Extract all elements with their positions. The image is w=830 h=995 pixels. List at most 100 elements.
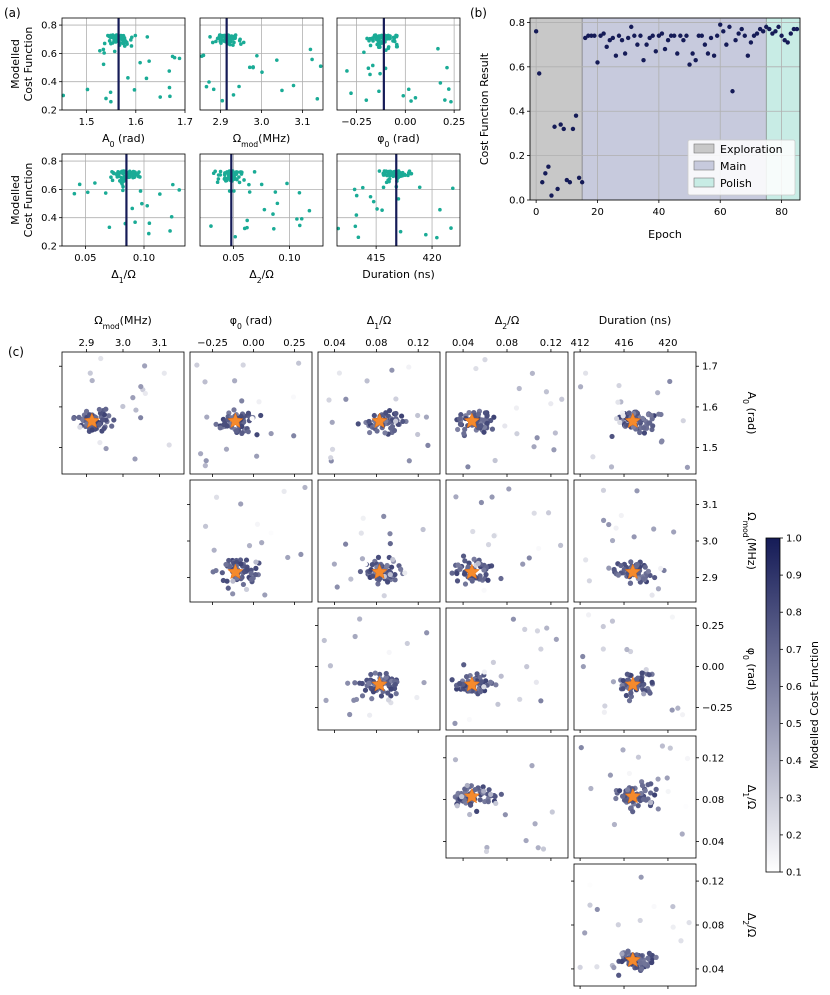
sample-point — [329, 419, 335, 425]
x-tick-label: 0.04 — [323, 338, 345, 349]
sample-point — [619, 958, 625, 965]
sample-point — [380, 688, 386, 694]
sample-point — [249, 415, 255, 422]
sample-point — [103, 406, 109, 412]
sample-point — [670, 903, 676, 910]
scan-point — [167, 69, 172, 73]
sample-point — [461, 662, 467, 668]
epoch-point — [696, 33, 701, 38]
sample-point — [646, 672, 652, 678]
sample-point — [202, 379, 208, 385]
scan-point — [362, 50, 366, 55]
sample-point — [197, 451, 204, 457]
scan-point — [223, 176, 227, 180]
sample-point — [484, 844, 490, 851]
sample-point — [684, 755, 691, 762]
sample-point — [336, 370, 342, 376]
scan-point — [110, 169, 114, 174]
sample-point — [96, 406, 102, 413]
sample-point — [653, 786, 659, 792]
sample-point — [600, 646, 606, 652]
sample-point — [483, 848, 490, 855]
scan-point — [226, 34, 231, 39]
scan-point — [177, 56, 182, 61]
sample-point — [577, 964, 583, 970]
x-axis-label: Δ2/Ω — [249, 268, 274, 285]
epoch-point — [595, 60, 600, 65]
sample-point — [481, 567, 487, 573]
scan-subplot-3: 0.05 0.10 Δ1/Ω 0.2 0.4 0.6 0.8 Modelled Cost Fun… — [9, 153, 186, 285]
sample-point — [616, 382, 622, 389]
sample-point — [321, 637, 327, 644]
sample-point — [385, 579, 391, 585]
sample-point — [538, 698, 544, 704]
scan-subplot-5: 415 420 Duration (ns) — [336, 153, 461, 281]
colorbar-label: Modelled Cost Function — [808, 641, 821, 769]
sample-point — [553, 636, 559, 642]
scan-point — [118, 179, 122, 183]
scan-point — [230, 36, 234, 41]
colorbar-tick-label: 0.4 — [786, 756, 802, 767]
sample-point — [484, 413, 490, 419]
sample-point — [529, 763, 535, 769]
sample-point — [371, 412, 377, 419]
sample-point — [481, 684, 487, 690]
scan-point — [245, 218, 249, 223]
sample-point — [326, 397, 332, 403]
sample-point — [646, 688, 652, 695]
y-axis-label: Ωmod(MHz) — [742, 512, 759, 570]
epoch-point — [681, 37, 686, 43]
colorbar-tick-label: 0.8 — [786, 608, 802, 619]
scan-point — [354, 193, 359, 198]
epoch-point — [779, 33, 784, 38]
legend-label: Polish — [720, 177, 752, 190]
epoch-point — [653, 49, 658, 54]
sample-point — [369, 562, 375, 568]
y-tick-label: 0.12 — [702, 877, 724, 888]
epoch-point — [773, 29, 778, 34]
x-tick-label: 40 — [652, 207, 665, 218]
axes-frame — [199, 153, 324, 247]
epoch-point — [699, 33, 705, 38]
sample-point — [244, 567, 250, 573]
sample-point — [254, 453, 260, 459]
sample-point — [626, 698, 633, 704]
scan-point — [345, 69, 349, 73]
epoch-point — [760, 29, 766, 34]
scan-point — [120, 177, 125, 181]
scan-point — [297, 190, 302, 195]
x-axis-label: Ωmod(MHz) — [94, 314, 152, 331]
sample-point — [634, 964, 640, 970]
y-tick-label: 0.8 — [41, 157, 57, 168]
optimum-star — [463, 563, 481, 580]
sample-point — [378, 693, 385, 699]
sample-point — [472, 787, 478, 793]
scan-point — [368, 72, 372, 77]
scan-point — [424, 232, 428, 237]
scan-point — [125, 40, 129, 45]
sample-point — [243, 557, 250, 563]
sample-point — [362, 687, 369, 693]
epoch-point — [604, 44, 609, 50]
corner-subplot-r0-c3: 0.04 0.08 0.12 Δ1/Ω — [317, 314, 441, 477]
x-axis-label: φ0 (rad) — [230, 314, 273, 331]
colorbar-tick-label: 0.2 — [786, 830, 802, 841]
sample-point — [383, 674, 389, 680]
sample-point — [213, 494, 220, 500]
x-tick-label: 415 — [367, 253, 386, 264]
y-axis-label: Cost Function Result — [478, 52, 491, 165]
x-tick-label: 60 — [714, 207, 727, 218]
sample-point — [665, 788, 671, 795]
sample-point — [652, 574, 658, 581]
sample-point — [258, 412, 264, 419]
scan-point — [252, 170, 257, 174]
scan-point — [271, 227, 276, 231]
sample-point — [522, 626, 528, 632]
sample-point — [624, 646, 630, 653]
y-tick-label: 0.04 — [702, 964, 724, 975]
axes-frame — [61, 153, 186, 247]
colorbar-tick-label: 0.9 — [786, 571, 802, 582]
sample-point — [531, 510, 537, 516]
sample-point — [609, 433, 615, 440]
